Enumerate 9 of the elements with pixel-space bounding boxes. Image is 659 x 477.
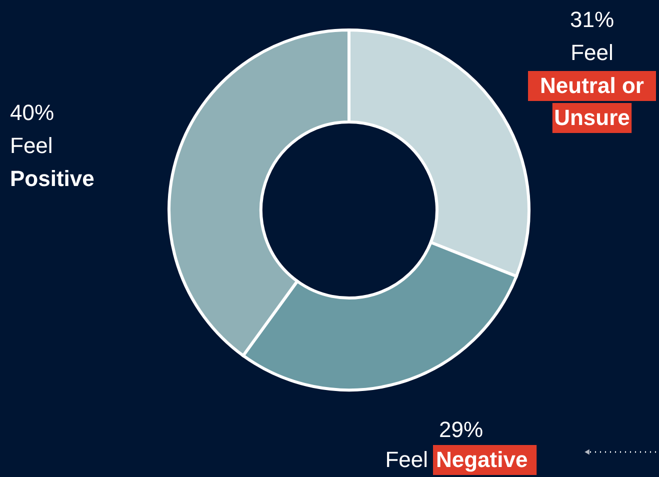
data-label: 40% xyxy=(10,100,54,125)
text: Feel xyxy=(570,40,614,65)
slice-label: Positive xyxy=(10,166,94,191)
text: Feel xyxy=(385,447,428,472)
slice-label: Negative xyxy=(436,447,528,472)
data-label: 29% xyxy=(438,417,484,442)
text: Feel xyxy=(10,133,53,158)
slice-label: Neutral or Unsure xyxy=(540,73,644,130)
data-label: 31% xyxy=(570,7,614,32)
